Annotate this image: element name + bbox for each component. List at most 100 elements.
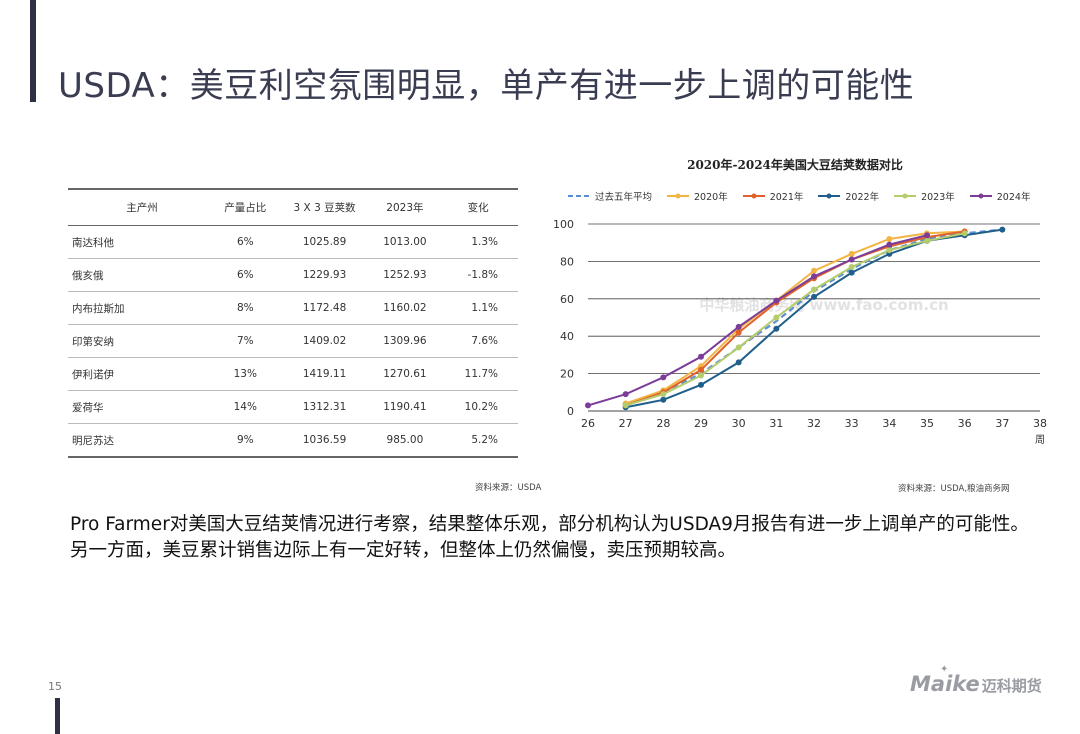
table-cell: 1160.02 [371, 291, 439, 325]
table-cell: 6% [213, 225, 278, 259]
x-tick-label: 29 [694, 417, 708, 430]
x-tick-label: 28 [656, 417, 670, 430]
y-tick-label: 0 [567, 405, 574, 418]
table-cell: 13% [213, 357, 278, 391]
legend-item: 2024年 [969, 189, 1031, 203]
legend-label: 2024年 [996, 192, 1031, 203]
legend-item: 2022年 [817, 189, 879, 203]
logo-sparkle-icon: ✦ [940, 664, 949, 675]
legend-label: 2023年 [921, 192, 955, 203]
legend-label: 2021年 [769, 192, 804, 203]
table-cell: 1013.00 [371, 225, 439, 259]
table-cell: 1229.93 [277, 258, 372, 292]
series-point [848, 264, 855, 271]
legend-swatch-icon [667, 193, 690, 199]
y-tick-label: 40 [560, 330, 574, 343]
table-cell: 7% [213, 324, 278, 358]
table-cell: 7.6% [438, 324, 518, 358]
series-point [735, 344, 742, 351]
table-row: 明尼苏达 9% 1036.59 985.00 5.2% [68, 423, 518, 458]
series-point [811, 267, 817, 274]
table-cell: 1270.61 [371, 357, 439, 391]
y-tick-label: 60 [560, 293, 574, 306]
table-header: 产量占比 [213, 188, 278, 226]
series-line [625, 230, 965, 407]
table-cell: 1419.11 [277, 357, 372, 391]
series-point [811, 273, 817, 280]
chart-title: 2020年-2024年美国大豆结荚数据对比 [687, 158, 903, 172]
x-tick-label: 34 [882, 417, 896, 430]
pod-setting-line-chart: 中华粮油商务网 www.fao.com.cn 0 20 40 60 80 100 26 27 28… [553, 218, 1047, 446]
footer-accent-bar [55, 698, 60, 734]
summary-paragraph: Pro Farmer对美国大豆结荚情况进行考察，结果整体乐观，部分机构认为USD… [70, 514, 1029, 561]
table-cell: 6% [213, 258, 278, 292]
series-point [848, 250, 855, 257]
table-cell: 1036.59 [277, 423, 372, 458]
legend-label: 2022年 [845, 192, 880, 203]
table-cell: 9% [213, 423, 278, 458]
table-header: 3 X 3 豆荚数 [277, 188, 372, 226]
table-cell: 内布拉斯加 [68, 291, 213, 325]
y-tick-label: 100 [553, 218, 574, 231]
series-point [698, 372, 704, 379]
logo-brand-text: Maike [910, 672, 980, 696]
legend-item: 2020年 [666, 189, 728, 203]
series-point [698, 366, 704, 373]
x-tick-label: 26 [581, 417, 595, 430]
x-tick-label: 36 [958, 417, 972, 430]
x-tick-label: 33 [845, 417, 859, 430]
x-tick-label: 31 [769, 417, 783, 430]
table-cell: 1172.48 [277, 291, 372, 325]
table-cell: 南达科他 [68, 225, 213, 259]
x-tick-label: 32 [807, 417, 821, 430]
series-point [773, 314, 780, 321]
chart-source-note: 资料来源：USDA,粮油商务网 [898, 484, 1010, 494]
series-point [660, 396, 667, 403]
y-tick-label: 80 [560, 255, 574, 268]
legend-swatch-icon [818, 193, 841, 199]
table-cell: 1312.31 [277, 390, 372, 424]
series-line [625, 230, 965, 405]
table-cell: 俄亥俄 [68, 258, 213, 292]
series-point [811, 293, 817, 300]
table-cell: 伊利诺伊 [68, 357, 213, 391]
legend-swatch-icon [568, 195, 590, 197]
table-row: 俄亥俄 6% 1229.93 1252.93 -1.8% [68, 258, 518, 292]
x-tick-label: 37 [995, 417, 1009, 430]
legend-swatch-icon [742, 193, 765, 199]
table-cell: 14% [213, 390, 278, 424]
table-cell: 1025.89 [277, 225, 372, 259]
table-cell: 1190.41 [371, 390, 439, 424]
legend-swatch-icon [894, 193, 917, 199]
series-point [811, 286, 817, 293]
legend-label: 过去五年平均 [595, 192, 653, 203]
chart-legend: 过去五年平均 2020年 2021年 2022年 2023年 2024年 [567, 189, 1030, 203]
table-cell: 5.2% [438, 423, 518, 458]
state-pod-table: 主产州 产量占比 3 X 3 豆荚数 2023年 变化 南达科他 6% 1025… [68, 188, 518, 458]
x-tick-label: 30 [732, 417, 746, 430]
table-cell: 爱荷华 [68, 390, 213, 424]
series-point [773, 297, 780, 304]
y-tick-label: 20 [560, 368, 574, 381]
series-point [773, 325, 780, 332]
series-point [886, 241, 893, 248]
logo-chinese-text: 迈科期货 [981, 677, 1042, 695]
table-header: 2023年 [371, 188, 439, 226]
table-header: 变化 [438, 188, 518, 226]
table-cell: 11.7% [438, 357, 518, 391]
page-number: 15 [48, 680, 62, 693]
table-cell: 10.2% [438, 390, 518, 424]
x-tick-label: 27 [619, 417, 633, 430]
table-source-note: 资料来源：USDA [475, 483, 542, 493]
legend-item: 2021年 [742, 189, 804, 203]
slide-title: USDA：美豆利空氛围明显，单产有进一步上调的可能性 [58, 66, 915, 106]
series-line [587, 234, 928, 407]
table-cell: -1.8% [438, 258, 518, 292]
legend-item: 2023年 [893, 189, 955, 203]
legend-swatch-icon [969, 193, 992, 199]
series-point [886, 235, 893, 242]
table-row: 伊利诺伊 13% 1419.11 1270.61 11.7% [68, 357, 518, 391]
series-point [961, 230, 968, 237]
company-logo: ✦ Maike 迈科期货 [910, 664, 1042, 696]
series-point [660, 391, 667, 398]
